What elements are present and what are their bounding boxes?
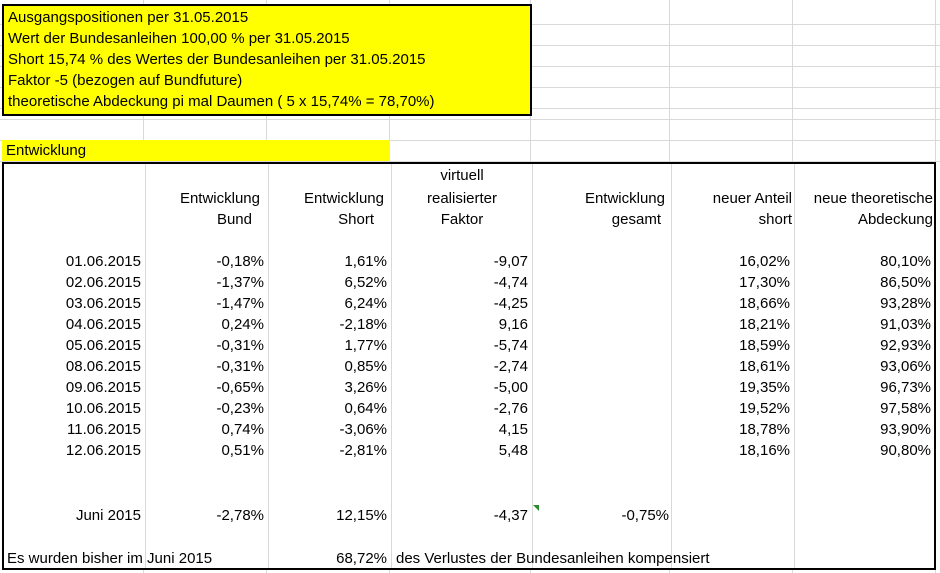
row-date: 02.06.2015 xyxy=(65,274,141,291)
row-bund: -0,23% xyxy=(216,400,264,417)
footer-suffix: des Verlustes der Bundesanleihen kompens… xyxy=(396,550,710,567)
row-faktor: 9,16 xyxy=(498,316,528,333)
summary-faktor: -4,37 xyxy=(493,507,528,524)
row-short: -3,06% xyxy=(339,421,387,438)
row-date: 11.06.2015 xyxy=(67,421,141,438)
row-short: 1,77% xyxy=(344,337,387,354)
header-abdeckung-line2: Abdeckung xyxy=(857,211,933,228)
row-abdeckung: 86,50% xyxy=(880,274,931,291)
row-short: 0,85% xyxy=(344,358,387,375)
row-faktor: -9,07 xyxy=(493,253,528,270)
row-anteil: 19,35% xyxy=(739,379,790,396)
row-faktor: -4,74 xyxy=(493,274,528,291)
info-line-2: Wert der Bundesanleihen 100,00 % per 31.… xyxy=(8,30,350,47)
header-short-line2: Short xyxy=(338,211,374,228)
row-abdeckung: 90,80% xyxy=(880,442,931,459)
info-line-1: Ausgangspositionen per 31.05.2015 xyxy=(8,9,249,26)
row-abdeckung: 97,58% xyxy=(880,400,931,417)
row-faktor: -5,00 xyxy=(493,379,528,396)
header-anteil-line2: short xyxy=(758,211,792,228)
row-date: 08.06.2015 xyxy=(65,358,141,375)
header-faktor-line2: realisierter xyxy=(426,190,498,207)
row-anteil: 18,66% xyxy=(739,295,790,312)
header-gesamt-line2: gesamt xyxy=(611,211,661,228)
data-table: Entwicklung Bund Entwicklung Short virtu… xyxy=(2,162,936,570)
row-short: 0,64% xyxy=(344,400,387,417)
row-date: 09.06.2015 xyxy=(65,379,141,396)
info-box: Ausgangspositionen per 31.05.2015 Wert d… xyxy=(2,4,532,116)
row-bund: 0,74% xyxy=(221,421,264,438)
row-anteil: 17,30% xyxy=(739,274,790,291)
header-bund-line2: Bund xyxy=(216,211,252,228)
row-anteil: 18,16% xyxy=(739,442,790,459)
summary-gesamt: -0,75% xyxy=(621,507,669,524)
header-abdeckung-line1: neue theoretische xyxy=(813,190,933,207)
section-label: Entwicklung xyxy=(2,140,390,161)
info-line-3: Short 15,74 % des Wertes der Bundesanlei… xyxy=(8,51,426,68)
header-faktor-line1: virtuell xyxy=(440,167,484,184)
row-abdeckung: 80,10% xyxy=(880,253,931,270)
header-gesamt-line1: Entwicklung xyxy=(584,190,665,207)
row-anteil: 18,21% xyxy=(739,316,790,333)
row-abdeckung: 93,28% xyxy=(880,295,931,312)
row-date: 05.06.2015 xyxy=(65,337,141,354)
row-bund: -0,31% xyxy=(216,337,264,354)
header-short-line1: Entwicklung xyxy=(303,190,384,207)
row-short: 6,52% xyxy=(344,274,387,291)
row-bund: -0,65% xyxy=(216,379,264,396)
row-abdeckung: 92,93% xyxy=(880,337,931,354)
summary-bund: -2,78% xyxy=(216,507,264,524)
row-abdeckung: 91,03% xyxy=(880,316,931,333)
row-date: 03.06.2015 xyxy=(65,295,141,312)
header-faktor-line3: Faktor xyxy=(440,211,484,228)
row-anteil: 16,02% xyxy=(739,253,790,270)
row-bund: -1,37% xyxy=(216,274,264,291)
row-abdeckung: 93,06% xyxy=(880,358,931,375)
row-short: 1,61% xyxy=(344,253,387,270)
row-anteil: 19,52% xyxy=(739,400,790,417)
row-faktor: -5,74 xyxy=(493,337,528,354)
row-bund: -0,31% xyxy=(216,358,264,375)
header-bund-line1: Entwicklung xyxy=(179,190,260,207)
row-bund: -1,47% xyxy=(216,295,264,312)
row-anteil: 18,59% xyxy=(739,337,790,354)
row-bund: -0,18% xyxy=(216,253,264,270)
summary-label: Juni 2015 xyxy=(75,507,141,524)
row-date: 12.06.2015 xyxy=(65,442,141,459)
row-abdeckung: 93,90% xyxy=(880,421,931,438)
row-anteil: 18,61% xyxy=(739,358,790,375)
info-line-5: theoretische Abdeckung pi mal Daumen ( 5… xyxy=(8,93,435,110)
row-short: -2,81% xyxy=(339,442,387,459)
row-faktor: 4,15 xyxy=(498,421,528,438)
footer-prefix: Es wurden bisher im Juni 2015 xyxy=(7,550,213,567)
row-short: 3,26% xyxy=(344,379,387,396)
row-date: 10.06.2015 xyxy=(65,400,141,417)
row-bund: 0,51% xyxy=(221,442,264,459)
row-short: -2,18% xyxy=(339,316,387,333)
row-date: 01.06.2015 xyxy=(65,253,141,270)
row-anteil: 18,78% xyxy=(739,421,790,438)
info-line-4: Faktor -5 (bezogen auf Bundfuture) xyxy=(8,72,243,89)
row-faktor: -4,25 xyxy=(493,295,528,312)
row-faktor: 5,48 xyxy=(498,442,528,459)
row-faktor: -2,76 xyxy=(493,400,528,417)
row-bund: 0,24% xyxy=(221,316,264,333)
footer-value: 68,72% xyxy=(336,550,387,567)
header-anteil-line1: neuer Anteil xyxy=(712,190,792,207)
row-faktor: -2,74 xyxy=(493,358,528,375)
row-short: 6,24% xyxy=(344,295,387,312)
row-date: 04.06.2015 xyxy=(65,316,141,333)
summary-short: 12,15% xyxy=(336,507,387,524)
comment-marker-icon xyxy=(533,505,539,511)
row-abdeckung: 96,73% xyxy=(880,379,931,396)
